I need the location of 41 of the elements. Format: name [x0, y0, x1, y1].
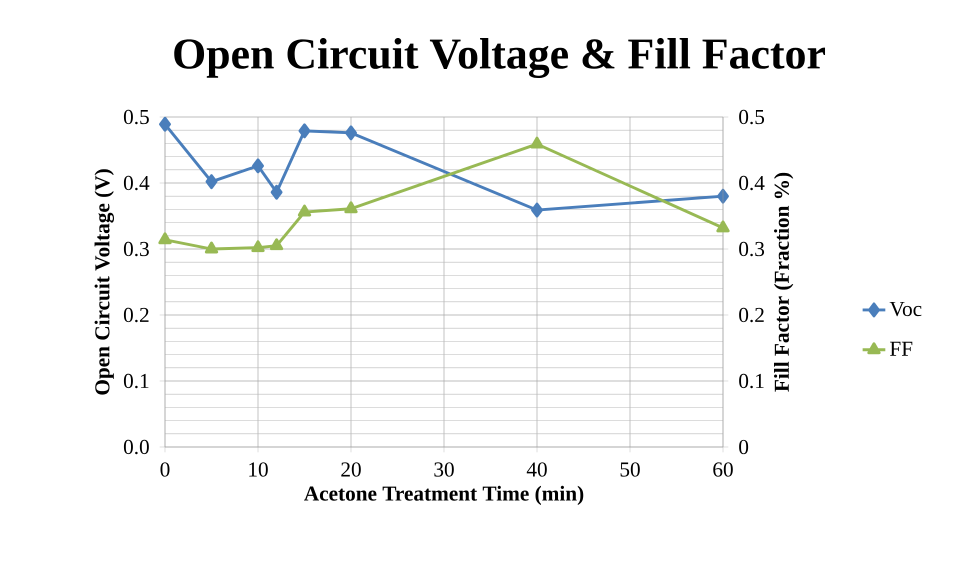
point [159, 116, 171, 132]
legend-label: FF [890, 342, 912, 356]
y-tick-label: 0.3 [124, 242, 149, 256]
x-tick-label: 60 [713, 462, 733, 477]
point [251, 240, 265, 252]
point [530, 136, 544, 149]
point [345, 125, 357, 140]
y2-tick-label: 0 [739, 440, 748, 454]
legend-label: Voc [890, 302, 922, 316]
x-tick-label: 20 [341, 462, 361, 477]
point [531, 202, 543, 218]
point [716, 220, 730, 232]
y-axis-title: Open Circuit Voltage (V) [94, 169, 114, 395]
x-axis-title: Acetone Treatment Time (min) [304, 486, 584, 506]
y2-tick-label: 0.2 [739, 308, 764, 322]
point [344, 201, 358, 214]
x-tick-label: 30 [434, 462, 454, 477]
y-tick-label: 0.5 [124, 110, 149, 124]
y2-axis-title: Fill Factor (Fraction %) [774, 172, 794, 392]
y-tick-label: 0.4 [124, 176, 150, 190]
chart-title: Open Circuit Voltage & Fill Factor [174, 38, 826, 78]
x-tick-label: 10 [249, 462, 268, 477]
y2-tick-label: 0.5 [739, 110, 764, 124]
point [298, 204, 312, 216]
y2-tick-label: 0.4 [739, 176, 765, 190]
x-tick-label: 50 [620, 462, 640, 477]
point [206, 174, 218, 190]
y-tick-label: 0.0 [124, 440, 149, 454]
point [298, 123, 310, 138]
y2-tick-label: 0.3 [739, 242, 764, 256]
x-tick-label: 0 [160, 462, 170, 477]
y2-tick-label: 0.1 [739, 374, 764, 388]
point [270, 238, 284, 250]
y-tick-label: 0.1 [124, 374, 148, 388]
point [204, 242, 218, 254]
point [158, 232, 172, 244]
point [717, 188, 729, 204]
point [270, 184, 283, 200]
y-tick-label: 0.2 [124, 308, 149, 322]
point [252, 158, 264, 174]
x-tick-label: 40 [526, 462, 547, 477]
